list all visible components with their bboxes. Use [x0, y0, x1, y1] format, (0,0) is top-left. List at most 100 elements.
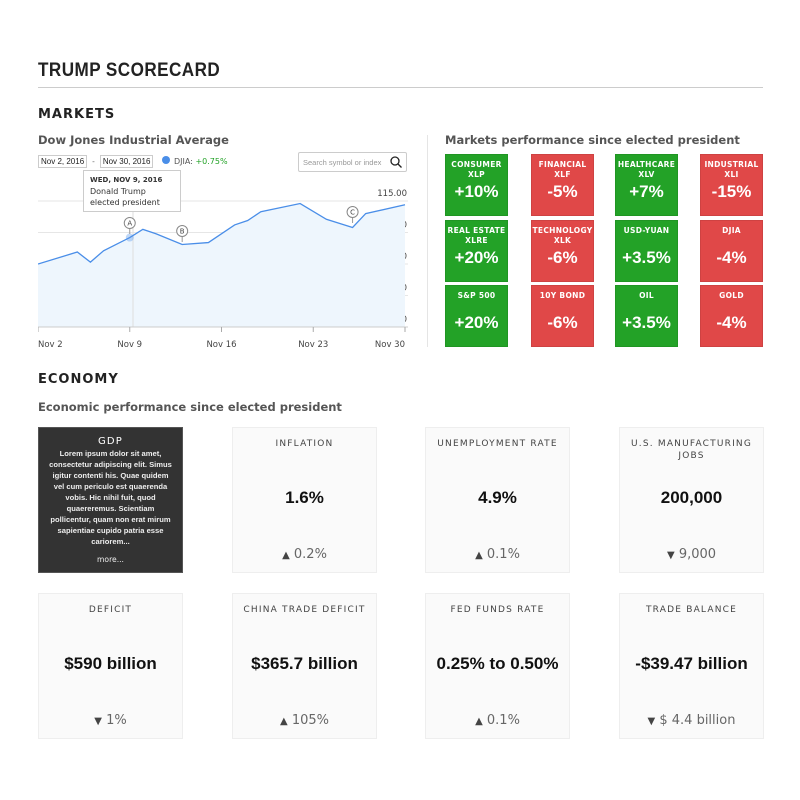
tile-value: +7%	[629, 182, 664, 201]
tile-value: +3.5%	[622, 248, 671, 267]
change-arrow-icon: ▲	[475, 550, 483, 561]
tile-value: $590 billion	[64, 654, 157, 673]
market-tile[interactable]: TECHNOLOGY XLK -6%	[531, 220, 594, 282]
change-arrow-icon: ▼	[94, 716, 102, 727]
market-tile[interactable]: HEALTHCARE XLV +7%	[615, 154, 678, 216]
annotation-marker[interactable]	[176, 225, 189, 237]
tile-value: +20%	[454, 248, 499, 267]
page-title: TRUMP SCORECARD	[38, 60, 221, 81]
search-icon[interactable]	[390, 156, 402, 168]
djia-line	[38, 202, 406, 265]
annotation-label: B	[180, 228, 185, 236]
tile-value: $365.7 billion	[251, 654, 358, 673]
tile-value: +20%	[454, 313, 499, 332]
tooltip: WED, NOV 9, 2016 Donald Trump elected pr…	[83, 170, 181, 212]
divider	[38, 87, 763, 88]
market-tile[interactable]: USD-YUAN +3.5%	[615, 220, 678, 282]
tile-name: FINANCIAL XLF	[538, 160, 587, 179]
market-tile[interactable]: DJIA -4%	[700, 220, 763, 282]
economy-tile[interactable]: FED FUNDS RATE 0.25% to 0.50% ▲ 0.1%	[425, 593, 570, 739]
economy-tile[interactable]: U.S. MANUFACTURING JOBS 200,000 ▼ 9,000	[619, 427, 764, 573]
legend-label: DJIA:	[174, 157, 193, 166]
tooltip-text: Donald Trump elected president	[90, 187, 160, 207]
change-arrow-icon: ▲	[279, 716, 288, 727]
economy-tile[interactable]: DEFICIT $590 billion ▼ 1%	[38, 593, 183, 739]
x-tick-label: Nov 30	[375, 340, 405, 350]
economy-heading: ECONOMY	[38, 372, 119, 387]
search-input[interactable]: Search symbol or index	[298, 152, 407, 172]
market-tile[interactable]: S&P 500 +20%	[445, 285, 508, 347]
economy-tile[interactable]: INFLATION 1.6% ▲ 0.2%	[232, 427, 377, 573]
markets-heading: MARKETS	[38, 107, 116, 122]
market-tile[interactable]: FINANCIAL XLF -5%	[531, 154, 594, 216]
change-arrow-icon: ▼	[647, 716, 656, 727]
x-tick-label: Nov 16	[206, 340, 236, 350]
date-range: Nov 2, 2016 - Nov 30, 2016	[38, 155, 154, 168]
tile-change: ▲ 0.1%	[475, 713, 520, 728]
tile-name: DJIA	[722, 226, 741, 235]
chart-title: Dow Jones Industrial Average	[38, 133, 229, 147]
tile-name: FED FUNDS RATE	[450, 605, 545, 615]
tile-change: ▲ 0.2%	[282, 547, 327, 562]
date-separator: -	[92, 157, 95, 166]
legend-dot-icon	[162, 156, 170, 164]
tile-name: DEFICIT	[88, 605, 133, 615]
tile-name: GOLD	[719, 291, 744, 300]
more-link[interactable]: more...	[97, 555, 124, 564]
change-arrow-icon: ▼	[666, 550, 675, 561]
tile-name: S&P 500	[457, 291, 496, 300]
legend[interactable]: DJIA: +0.75%	[162, 156, 228, 166]
hover-point	[125, 233, 134, 242]
gdp-card[interactable]: GDP Lorem ipsum dolor sit amet, consecte…	[38, 427, 183, 573]
annotation-label: A	[127, 220, 132, 228]
tile-name: OIL	[639, 291, 654, 300]
x-tick-label: Nov 9	[117, 340, 142, 350]
tile-value: +3.5%	[622, 313, 671, 332]
market-tile[interactable]: GOLD -4%	[700, 285, 763, 347]
perf-title: Markets performance since elected presid…	[445, 133, 740, 147]
tile-value: -$39.47 billion	[635, 654, 748, 673]
economy-subtitle: Economic performance since elected presi…	[38, 400, 342, 414]
tile-value: 0.25% to 0.50%	[436, 654, 559, 673]
date-from-input[interactable]: Nov 2, 2016	[38, 155, 88, 168]
tile-change: ▼ 9,000	[666, 547, 717, 562]
tile-change: ▼ $ 4.4 billion	[647, 713, 736, 728]
market-tile[interactable]: CONSUMER XLP +10%	[445, 154, 508, 216]
tile-change: ▲ 105%	[279, 713, 329, 728]
economy-tile[interactable]: TRADE BALANCE -$39.47 billion ▼ $ 4.4 bill…	[619, 593, 764, 739]
tile-value: 200,000	[660, 488, 723, 507]
search-placeholder: Search symbol or index	[303, 158, 382, 167]
market-tile[interactable]: 10Y BOND -6%	[531, 285, 594, 347]
change-arrow-icon: ▲	[475, 716, 483, 727]
market-tile[interactable]: REAL ESTATE XLRE +20%	[445, 220, 508, 282]
tile-name: CHINA TRADE DEFICIT	[243, 605, 366, 615]
tile-change: ▲ 0.1%	[475, 547, 520, 562]
tile-value: 4.9%	[478, 488, 517, 507]
annotation-marker[interactable]	[346, 206, 359, 218]
date-to-input[interactable]: Nov 30, 2016	[99, 155, 154, 168]
tile-name: U.S. MANUFACTURING JOBS	[630, 439, 753, 461]
economy-tile[interactable]: CHINA TRADE DEFICIT $365.7 billion ▲ 105%	[232, 593, 377, 739]
economy-tile[interactable]: UNEMPLOYMENT RATE 4.9% ▲ 0.1%	[425, 427, 570, 573]
market-tile[interactable]: INDUSTRIAL XLI -15%	[700, 154, 763, 216]
tile-value: 1.6%	[285, 488, 324, 507]
legend-change: +0.75%	[195, 157, 228, 166]
tile-name: HEALTHCARE XLV	[617, 160, 676, 179]
tile-name: REAL ESTATE XLRE	[447, 226, 506, 245]
tile-change: ▼ 1%	[94, 713, 127, 728]
tile-name: TECHNOLOGY XLK	[532, 226, 593, 245]
tile-value: -4%	[716, 313, 747, 332]
area-fill	[38, 203, 405, 327]
annotation-marker[interactable]	[123, 217, 136, 229]
gdp-text: Lorem ipsum dolor sit amet, consectetur …	[49, 449, 172, 546]
x-tick-label: Nov 23	[298, 340, 328, 350]
x-tick-label: Nov 2	[38, 340, 63, 350]
tile-value: +10%	[454, 182, 499, 201]
tile-value: -6%	[547, 313, 578, 332]
tile-name: 10Y BOND	[539, 291, 586, 300]
tile-name: UNEMPLOYMENT RATE	[437, 439, 558, 449]
gdp-title: GDP	[97, 436, 124, 447]
annotation-label: C	[350, 209, 355, 217]
market-tile[interactable]: OIL +3.5%	[615, 285, 678, 347]
